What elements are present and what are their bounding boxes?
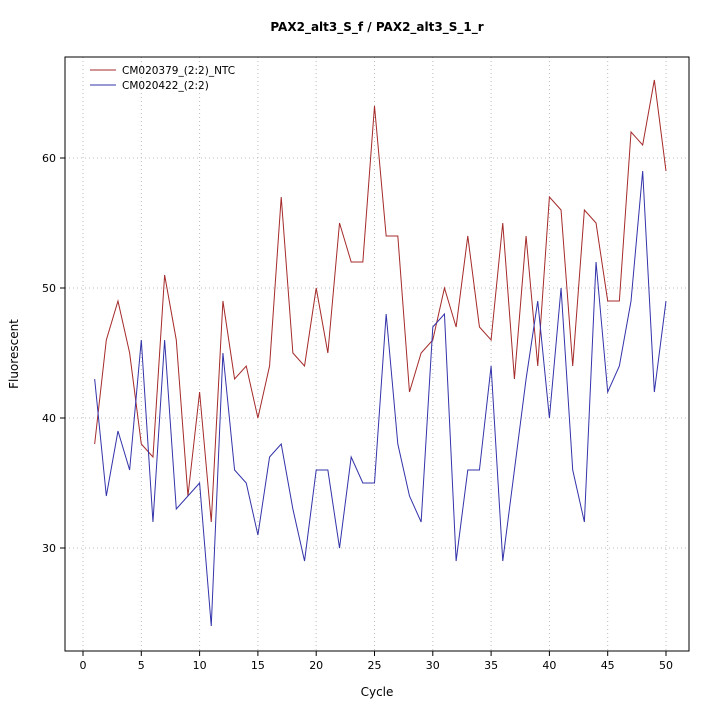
legend-label-sample: CM020422_(2:2) [122,80,209,92]
grid-layer [65,57,689,651]
series-line-1 [94,170,667,627]
svg-text:25: 25 [368,659,382,672]
svg-text:50: 50 [659,659,673,672]
ticks-layer: 0 5 10 15 20 25 30 35 40 45 50 30 40 50 60 [42,152,673,672]
chart-title: PAX2_alt3_S_f / PAX2_alt3_S_1_r [270,20,483,35]
svg-text:20: 20 [309,659,323,672]
svg-text:50: 50 [42,282,56,295]
legend-label-ntc: CM020379_(2:2)_NTC [122,65,235,77]
svg-text:5: 5 [138,659,145,672]
svg-text:45: 45 [601,659,615,672]
svg-text:10: 10 [193,659,207,672]
svg-text:15: 15 [251,659,265,672]
svg-text:60: 60 [42,152,56,165]
x-axis-label: Cycle [361,685,394,699]
svg-text:30: 30 [426,659,440,672]
plot-border [64,56,690,652]
svg-text:40: 40 [542,659,556,672]
legend: CM020379_(2:2)_NTC CM020422_(2:2) [90,65,235,92]
series-layer [94,79,667,627]
series-line-0 [94,79,667,523]
svg-text:30: 30 [42,542,56,555]
svg-text:40: 40 [42,412,56,425]
y-axis-label: Fluorescent [7,319,21,389]
svg-text:0: 0 [80,659,87,672]
svg-text:35: 35 [484,659,498,672]
